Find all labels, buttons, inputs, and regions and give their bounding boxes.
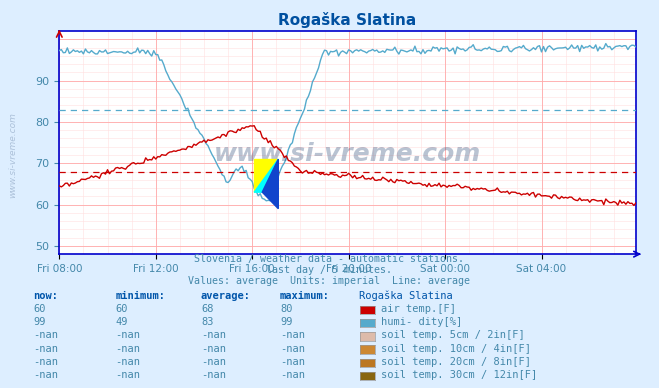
Text: 99: 99 [280,317,293,327]
Text: -nan: -nan [115,370,140,380]
Text: humi- dity[%]: humi- dity[%] [381,317,462,327]
Title: Rogaška Slatina: Rogaška Slatina [279,12,416,28]
Text: 60: 60 [115,304,128,314]
Text: 83: 83 [201,317,214,327]
Text: maximum:: maximum: [280,291,330,301]
Text: www.si-vreme.com: www.si-vreme.com [214,142,481,166]
Text: average:: average: [201,291,251,301]
Text: soil temp. 20cm / 8in[F]: soil temp. 20cm / 8in[F] [381,357,531,367]
Text: 80: 80 [280,304,293,314]
Text: minimum:: minimum: [115,291,165,301]
Polygon shape [254,159,278,192]
Text: Slovenia / weather data - automatic stations.: Slovenia / weather data - automatic stat… [194,254,465,264]
Text: -nan: -nan [33,370,58,380]
Text: 68: 68 [201,304,214,314]
Text: -nan: -nan [201,357,226,367]
Text: 60: 60 [33,304,45,314]
Polygon shape [254,159,278,192]
Text: 49: 49 [115,317,128,327]
Text: soil temp. 10cm / 4in[F]: soil temp. 10cm / 4in[F] [381,343,531,353]
Text: -nan: -nan [201,343,226,353]
Text: -nan: -nan [201,370,226,380]
Text: -nan: -nan [115,343,140,353]
Text: -nan: -nan [280,343,305,353]
Text: 99: 99 [33,317,45,327]
Text: -nan: -nan [33,357,58,367]
Text: -nan: -nan [201,330,226,340]
Text: -nan: -nan [115,330,140,340]
Text: air temp.[F]: air temp.[F] [381,304,456,314]
Polygon shape [262,159,278,209]
Text: -nan: -nan [33,343,58,353]
Text: -nan: -nan [33,330,58,340]
Text: Rogaška Slatina: Rogaška Slatina [359,290,453,301]
Text: -nan: -nan [280,357,305,367]
Text: -nan: -nan [115,357,140,367]
Text: now:: now: [33,291,58,301]
Text: www.si-vreme.com: www.si-vreme.com [8,112,17,198]
Text: -nan: -nan [280,330,305,340]
Text: soil temp. 5cm / 2in[F]: soil temp. 5cm / 2in[F] [381,330,525,340]
Text: last day / 5 minutes.: last day / 5 minutes. [266,265,393,275]
Text: Values: average  Units: imperial  Line: average: Values: average Units: imperial Line: av… [188,276,471,286]
Text: soil temp. 30cm / 12in[F]: soil temp. 30cm / 12in[F] [381,370,537,380]
Text: -nan: -nan [280,370,305,380]
